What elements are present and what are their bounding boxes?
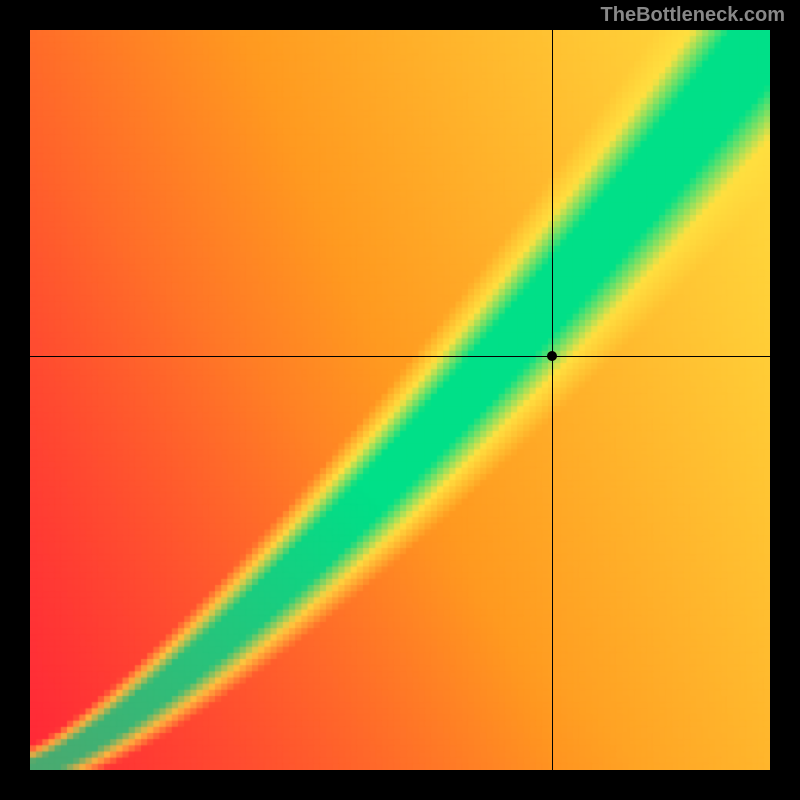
bottleneck-heatmap	[30, 30, 770, 770]
heatmap-canvas	[30, 30, 770, 770]
watermark-text: TheBottleneck.com	[601, 4, 785, 27]
crosshair-marker	[547, 351, 557, 361]
crosshair-vertical	[552, 30, 553, 770]
crosshair-horizontal	[30, 356, 770, 357]
